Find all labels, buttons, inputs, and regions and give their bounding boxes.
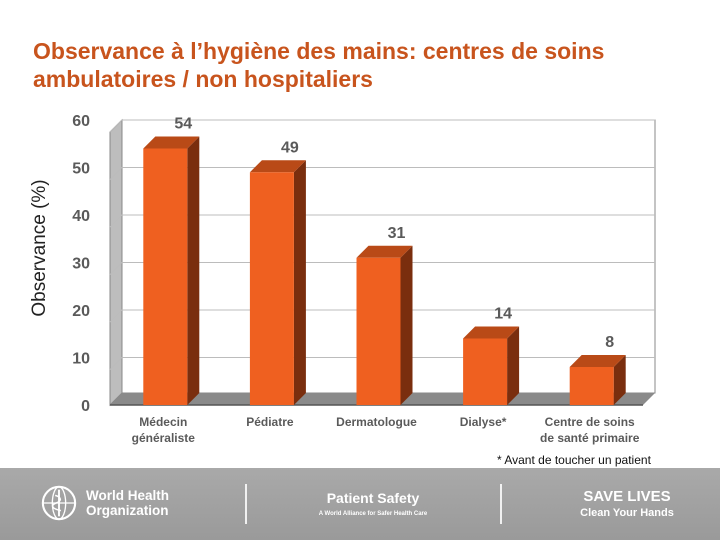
x-tick-label: généraliste [132,431,196,445]
who-emblem-icon [41,485,77,521]
bar [143,148,188,405]
x-tick-label: Dermatologue [336,415,417,429]
x-tick-label: de santé primaire [540,431,640,445]
bar [569,367,614,405]
data-label: 54 [174,116,192,133]
bar [356,257,401,405]
bar-top [463,326,520,339]
patient-safety-logo: Patient Safety A World Alliance for Safe… [258,490,488,517]
bar-side [293,160,306,405]
bar-side [187,136,200,405]
x-tick-label: Dialyse* [460,415,507,429]
gridline [109,167,655,180]
bar-side [507,326,520,405]
data-label: 49 [281,139,299,156]
y-tick-labels: 0 10 20 30 40 50 60 [72,113,90,415]
bar-top [249,160,306,173]
gridline [109,214,655,228]
data-labels: 54 49 31 14 8 [174,116,614,352]
gridline [109,309,655,323]
bar-top [356,245,413,258]
save-lives-title: SAVE LIVES [583,488,671,505]
bar [463,338,508,405]
y-tick-label: 0 [81,398,90,415]
y-tick-label: 50 [72,161,90,178]
bar [249,172,294,405]
y-tick-label: 60 [72,113,90,130]
footer-divider [500,484,502,524]
x-tick-label: Médecin [139,415,187,429]
x-tick-label: Pédiatre [246,415,294,429]
patient-safety-title: Patient Safety [326,490,420,506]
chart-title: Observance à l’hygiène des mains: centre… [33,38,605,92]
who-logo: World Health Organization [40,484,176,522]
clean-hands-subtitle: Clean Your Hands [580,507,674,519]
bars [143,136,626,405]
gridline [109,262,655,275]
save-lives-logo: SAVE LIVES Clean Your Hands [542,488,712,519]
bar-top [143,136,200,149]
bar-side [613,355,626,405]
y-tick-label: 40 [72,208,90,225]
x-tick-labels: Médecin généraliste Pédiatre Dermatologue Di… [132,415,640,445]
gridline [109,119,655,133]
footer-bar: World Health Organization Patient Safety… [0,468,720,540]
y-tick-label: 10 [72,351,90,368]
y-tick-label: 20 [72,303,90,320]
who-name-line2: Organization [86,503,169,518]
y-tick-label: 30 [72,256,90,273]
plot-side-wall [109,118,123,407]
who-name-line1: World Health [86,488,170,503]
bar-side [400,245,413,405]
data-label: 14 [494,306,512,323]
footnote: * Avant de toucher un patient [497,453,651,467]
x-tick-label: Centre de soins [545,415,635,429]
bar-chart: 0 10 20 30 40 50 60 54 49 31 14 8 Médecin généralis… [72,113,656,445]
data-label: 8 [605,334,614,351]
patient-safety-subtitle: A World Alliance for Safer Health Care [318,511,428,517]
data-label: 31 [388,225,406,242]
bar-top [569,355,626,367]
footer-divider [245,484,247,524]
